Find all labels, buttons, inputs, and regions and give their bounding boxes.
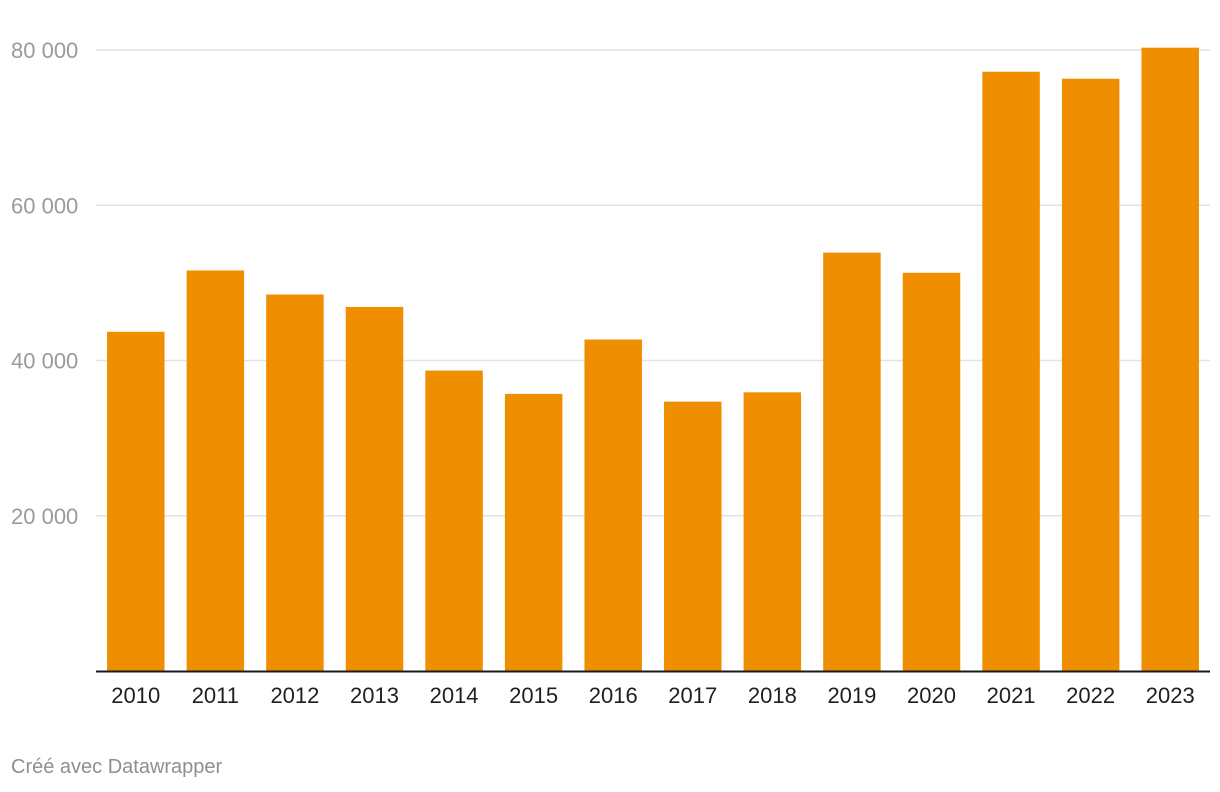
x-tick-label: 2015: [509, 683, 558, 708]
bar: [186, 270, 245, 671]
y-tick-label: 20 000: [11, 504, 78, 529]
bar: [584, 339, 642, 671]
x-tick-label: 2020: [907, 683, 956, 708]
bar: [345, 306, 404, 671]
x-tick-label: 2022: [1066, 683, 1115, 708]
bar: [266, 294, 324, 671]
bar: [743, 392, 802, 671]
chart-credit: Créé avec Datawrapper: [11, 756, 223, 778]
x-tick-label: 2021: [987, 683, 1036, 708]
grid-lines: [96, 49, 1210, 517]
x-tick-label: 2018: [748, 683, 797, 708]
bar: [664, 401, 722, 671]
bar: [425, 370, 483, 671]
bar: [902, 272, 961, 671]
bar: [982, 71, 1040, 672]
x-tick-label: 2023: [1146, 683, 1195, 708]
bars: [107, 47, 1199, 672]
x-tick-label: 2011: [192, 683, 239, 708]
x-tick-label: 2014: [430, 683, 479, 708]
x-tick-label: 2016: [589, 683, 638, 708]
bar: [504, 393, 563, 671]
y-tick-label: 60 000: [11, 193, 78, 218]
y-tick-label: 80 000: [11, 38, 78, 63]
y-axis-ticks: 20 000 40 000 60 000 80 000: [11, 38, 78, 529]
bar: [823, 252, 881, 671]
x-tick-label: 2013: [350, 683, 399, 708]
x-tick-label: 2012: [270, 683, 319, 708]
x-axis-ticks: 2010 2011 2012 2013 2014 2015 2016 2017 2018 2019…: [111, 683, 1194, 708]
y-tick-label: 40 000: [11, 349, 78, 374]
bar: [1061, 78, 1120, 671]
x-tick-label: 2019: [827, 683, 876, 708]
x-tick-label: 2017: [668, 683, 717, 708]
bar: [107, 331, 165, 671]
x-tick-label: 2010: [111, 683, 160, 708]
bar: [1141, 47, 1199, 671]
